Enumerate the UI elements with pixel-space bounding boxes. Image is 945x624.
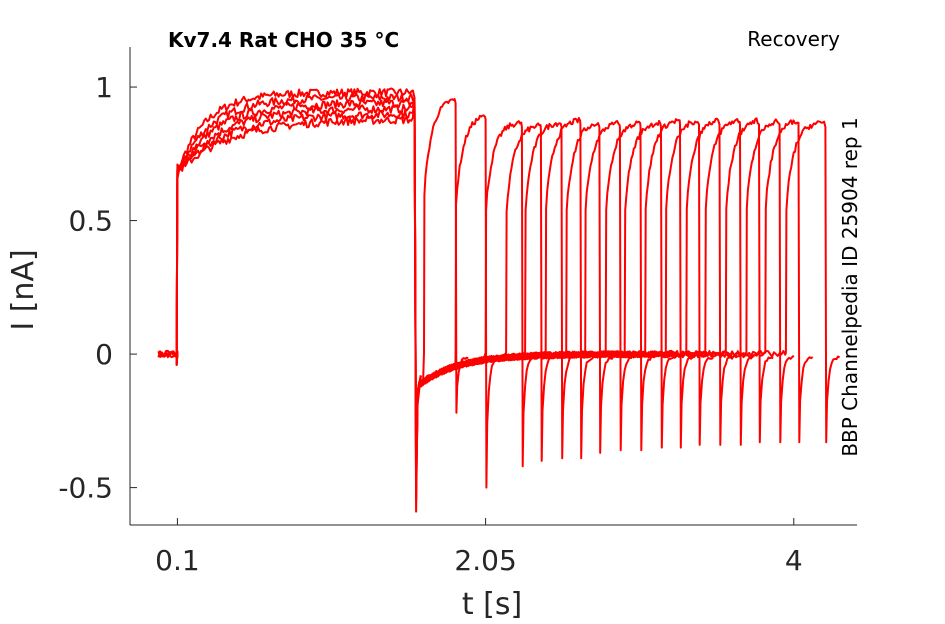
conditioning-pulse-trace (157, 96, 422, 492)
recovery-sweep-trace (416, 119, 814, 444)
chart-subtitle: Recovery (747, 27, 840, 51)
y-axis-title: I [nA] (6, 249, 41, 330)
current-traces (157, 87, 841, 513)
y-ticks: -0.5 0 0.5 1 (58, 71, 137, 505)
conditioning-pulse-trace (157, 93, 422, 502)
x-axis-title: t [s] (462, 587, 522, 622)
recovery-sweep-trace (416, 120, 714, 446)
recovery-sweep-trace (416, 117, 735, 446)
y-tick-label: -0.5 (58, 472, 113, 505)
x-tick-label: 0.1 (155, 544, 200, 577)
channelpedia-id-label: BBP Channelpedia ID 25904 rep 1 (838, 117, 862, 456)
recovery-sweep-trace (416, 120, 841, 444)
x-ticks: 0.1 2.05 4 (155, 518, 803, 577)
x-tick-label: 2.05 (454, 544, 516, 577)
conditioning-pulse-trace (157, 96, 422, 470)
conditioning-pulse-trace (157, 96, 422, 481)
recovery-sweep-trace (416, 114, 501, 489)
x-tick-label: 4 (785, 544, 803, 577)
recovery-sweep-trace (416, 120, 537, 468)
chart-title: Kv7.4 Rat CHO 35 °C (168, 28, 399, 52)
recovery-sweep-trace (416, 98, 469, 414)
y-tick-label: 0.5 (68, 205, 113, 238)
y-tick-label: 0 (95, 338, 113, 371)
y-tick-label: 1 (95, 71, 113, 104)
recovery-sweep-trace (416, 122, 615, 454)
conditioning-pulse-trace (157, 96, 422, 460)
recovery-sweep-trace (416, 122, 577, 460)
